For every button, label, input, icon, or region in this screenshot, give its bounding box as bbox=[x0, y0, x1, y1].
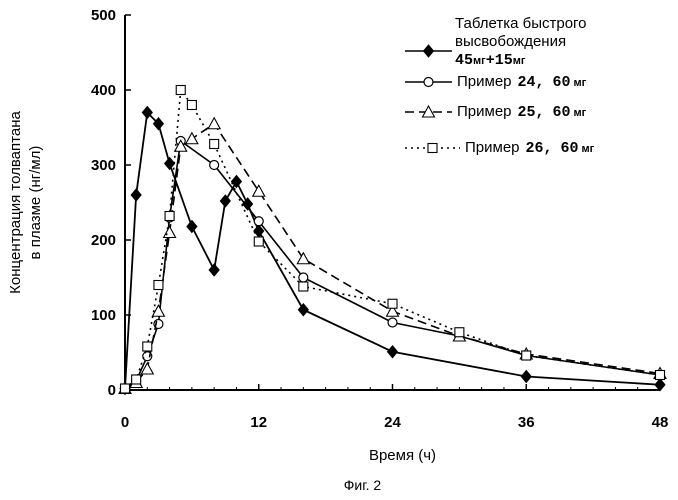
series-1-point bbox=[520, 369, 532, 384]
x-axis-title: Время (ч) bbox=[369, 447, 436, 464]
legend-entry-1-dose: 45мг+15мг bbox=[455, 52, 526, 69]
series-4-point bbox=[454, 327, 465, 338]
x-tick-label: 36 bbox=[518, 414, 535, 431]
series-1-point bbox=[163, 156, 176, 171]
series-4-point bbox=[153, 279, 164, 291]
y-tick-label: 400 bbox=[91, 82, 116, 99]
series-4-point bbox=[387, 298, 398, 309]
series-3-point bbox=[296, 251, 311, 265]
series-3-point bbox=[251, 184, 266, 197]
legend-entry-1-dose-a: 45 bbox=[455, 52, 473, 69]
legend-swatch-marker-4 bbox=[427, 142, 438, 154]
series-3-point bbox=[385, 304, 400, 317]
legend-entry-3-num: 25, bbox=[518, 104, 545, 121]
series-3-point bbox=[162, 225, 177, 239]
legend-swatch-marker-3 bbox=[421, 104, 436, 118]
series-2-point bbox=[209, 159, 220, 171]
series-1-point bbox=[130, 188, 142, 202]
series-4 bbox=[119, 84, 666, 394]
y-tick-label: 200 bbox=[91, 232, 116, 249]
figure-caption: Фиг. 2 bbox=[344, 477, 382, 493]
legend-entry-1-line-2: высвобождения bbox=[455, 33, 566, 50]
legend-entry-3-label: Пример 25, 60 мг bbox=[457, 103, 587, 121]
y-tick-label: 300 bbox=[91, 157, 116, 174]
y-axis-title-line-1: Концентрация толваптана bbox=[7, 111, 24, 294]
legend-entry-3-dose: 60 bbox=[553, 104, 571, 121]
series-4-point bbox=[142, 341, 153, 352]
series-4-point bbox=[253, 236, 264, 247]
legend-entry-2-dose: 60 bbox=[553, 74, 571, 91]
series-4-point bbox=[164, 210, 175, 222]
series-4-point bbox=[298, 281, 309, 292]
legend: Таблетка быстрого высвобождения 45мг+15м… bbox=[405, 15, 595, 157]
series-2-point bbox=[298, 272, 309, 283]
legend-entry-1-line-1: Таблетка быстрого bbox=[455, 15, 587, 32]
legend-entry-4-unit: мг bbox=[582, 143, 595, 155]
y-tick-label: 0 bbox=[108, 382, 116, 399]
legend-entry-1-unit-b: мг bbox=[513, 55, 526, 67]
series-4-point bbox=[209, 138, 220, 150]
legend-entry-3-name: Пример bbox=[457, 103, 512, 120]
series-4-line bbox=[124, 87, 661, 390]
series-layer bbox=[118, 84, 667, 396]
series-1-point bbox=[152, 116, 165, 131]
series-4-point bbox=[654, 369, 666, 381]
series-3-point bbox=[207, 116, 222, 130]
legend-entry-2-unit: мг bbox=[574, 77, 587, 89]
legend-entry-4-name: Пример bbox=[465, 139, 520, 156]
series-1-point bbox=[186, 219, 198, 234]
series-1-point bbox=[208, 263, 220, 277]
series-3-point bbox=[184, 131, 199, 145]
y-tick-label: 500 bbox=[91, 7, 116, 24]
x-tick-label: 12 bbox=[250, 414, 267, 431]
series-2-point bbox=[253, 216, 264, 227]
x-tick-label: 0 bbox=[121, 414, 129, 431]
legend-entry-2-label: Пример 24, 60 мг bbox=[457, 73, 587, 91]
legend-entry-2-name: Пример bbox=[457, 73, 512, 90]
series-1-point bbox=[386, 344, 399, 359]
series-1-point bbox=[141, 105, 153, 120]
legend-entry-3-unit: мг bbox=[574, 107, 587, 119]
legend-swatch-marker-2 bbox=[423, 76, 434, 88]
legend-entry-4-label: Пример 26, 60 мг bbox=[465, 139, 595, 157]
series-3-line bbox=[124, 122, 661, 390]
series-3-point bbox=[151, 304, 166, 317]
y-tick-label: 100 bbox=[91, 307, 116, 324]
series-2-point bbox=[387, 317, 398, 328]
axes: 0 100 200 300 400 500 0 12 24 36 48 bbox=[91, 7, 668, 431]
x-tick-label: 48 bbox=[652, 414, 669, 431]
legend-entry-1-unit-a: мг bbox=[473, 55, 486, 67]
series-4-point bbox=[186, 99, 197, 111]
legend-entry-1-dose-b: +15 bbox=[486, 52, 513, 69]
legend-swatch-marker-1 bbox=[422, 44, 435, 58]
series-4-point bbox=[175, 84, 186, 96]
legend-entry-2-num: 24, bbox=[518, 74, 545, 91]
series-3-point bbox=[140, 361, 155, 375]
series-1-point bbox=[654, 377, 666, 392]
series-4-point bbox=[131, 374, 142, 385]
series-4-point bbox=[119, 383, 131, 394]
legend-entry-4-dose: 60 bbox=[561, 140, 579, 157]
y-axis-title-line-2: в плазме (нг/мл) bbox=[27, 146, 44, 260]
series-1-point bbox=[297, 302, 309, 317]
series-3-point bbox=[173, 139, 188, 152]
x-tick-label: 24 bbox=[384, 414, 401, 431]
legend-swatches bbox=[405, 44, 460, 154]
series-4-point bbox=[521, 350, 532, 361]
series-1 bbox=[119, 105, 666, 396]
legend-entry-4-num: 26, bbox=[526, 140, 553, 157]
series-1-point bbox=[219, 194, 231, 208]
series-1-point bbox=[230, 174, 243, 189]
